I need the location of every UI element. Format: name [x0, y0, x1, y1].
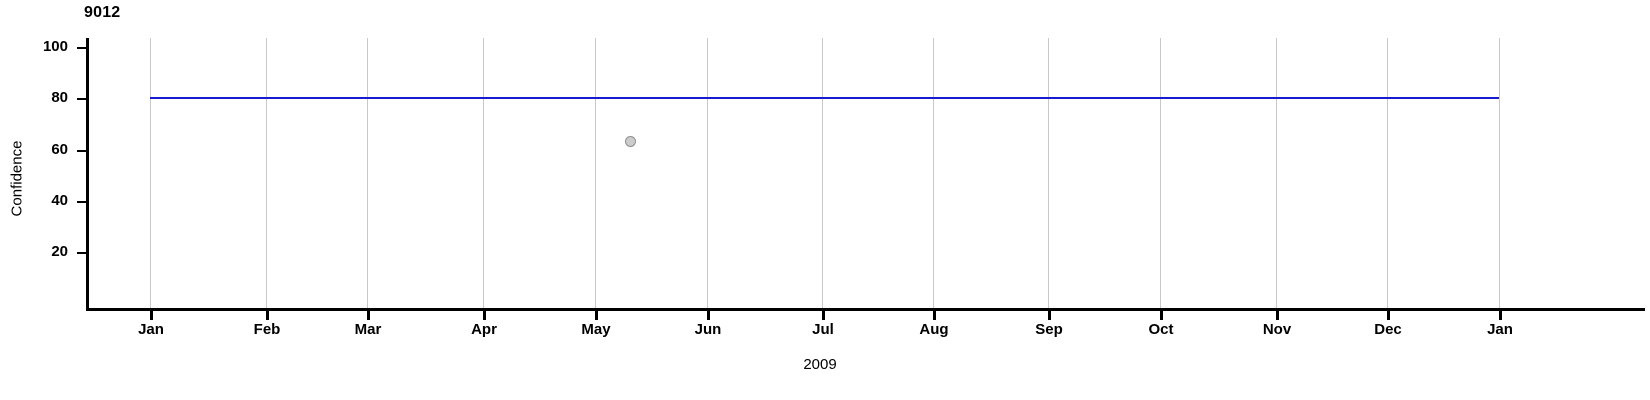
- gridline-feb-1: [266, 38, 267, 308]
- y-tick-label-100: 100: [42, 38, 68, 55]
- gridline-mar-2: [367, 38, 368, 308]
- x-tick-mark-6: [822, 311, 825, 320]
- gridline-aug-7: [933, 38, 934, 308]
- gridline-dec-11: [1387, 38, 1388, 308]
- x-tick-mark-10: [1276, 311, 1279, 320]
- gridline-sep-8: [1048, 38, 1049, 308]
- y-tick-label-60: 60: [51, 141, 68, 158]
- y-tick-label-20: 20: [51, 243, 68, 260]
- x-tick-label-11-dec: Dec: [1374, 321, 1402, 338]
- gridline-jan-0: [150, 38, 151, 308]
- gridline-jan-12: [1499, 38, 1500, 308]
- x-tick-mark-12: [1499, 311, 1502, 320]
- x-tick-label-2-mar: Mar: [354, 321, 382, 338]
- gridline-nov-10: [1276, 38, 1277, 308]
- x-tick-mark-3: [483, 311, 486, 320]
- data-point-marker-0[interactable]: [625, 136, 636, 147]
- x-tick-label-0-jan: Jan: [138, 321, 164, 338]
- y-tick-mark-20: [77, 252, 86, 254]
- x-axis-label-text: 2009: [803, 356, 837, 373]
- x-tick-label-6-jul: Jul: [812, 321, 834, 338]
- x-tick-label-5-jun: Jun: [694, 321, 722, 338]
- x-tick-mark-7: [933, 311, 936, 320]
- x-tick-label-3-apr: Apr: [471, 321, 497, 338]
- x-axis-label: 2009: [0, 356, 1650, 373]
- x-tick-mark-11: [1387, 311, 1390, 320]
- y-axis-spine: [86, 38, 89, 311]
- x-tick-mark-1: [266, 311, 269, 320]
- y-tick-mark-60: [77, 150, 86, 152]
- x-tick-mark-2: [367, 311, 370, 320]
- gridline-oct-9: [1160, 38, 1161, 308]
- x-tick-mark-8: [1048, 311, 1051, 320]
- gridline-may-4: [595, 38, 596, 308]
- chart-title: 9012: [84, 4, 121, 21]
- y-tick-label-80: 80: [51, 89, 68, 106]
- x-tick-label-9-oct: Oct: [1148, 321, 1174, 338]
- x-tick-label-8-sep: Sep: [1035, 321, 1063, 338]
- x-axis-spine: [86, 308, 1645, 311]
- x-tick-label-4-may: May: [581, 321, 611, 338]
- y-tick-mark-40: [77, 201, 86, 203]
- threshold-line: [150, 97, 1499, 99]
- x-tick-mark-0: [150, 311, 153, 320]
- gridline-jun-5: [707, 38, 708, 308]
- x-tick-label-12-jan: Jan: [1487, 321, 1513, 338]
- y-tick-label-40: 40: [51, 192, 68, 209]
- gridline-jul-6: [822, 38, 823, 308]
- y-tick-mark-100: [77, 47, 86, 49]
- x-tick-label-10-nov: Nov: [1262, 321, 1292, 338]
- x-tick-label-1-feb: Feb: [253, 321, 281, 338]
- x-tick-mark-9: [1160, 311, 1163, 320]
- gridline-apr-3: [483, 38, 484, 308]
- x-tick-label-7-aug: Aug: [919, 321, 949, 338]
- x-tick-mark-5: [707, 311, 710, 320]
- y-tick-mark-80: [77, 98, 86, 100]
- x-tick-mark-4: [595, 311, 598, 320]
